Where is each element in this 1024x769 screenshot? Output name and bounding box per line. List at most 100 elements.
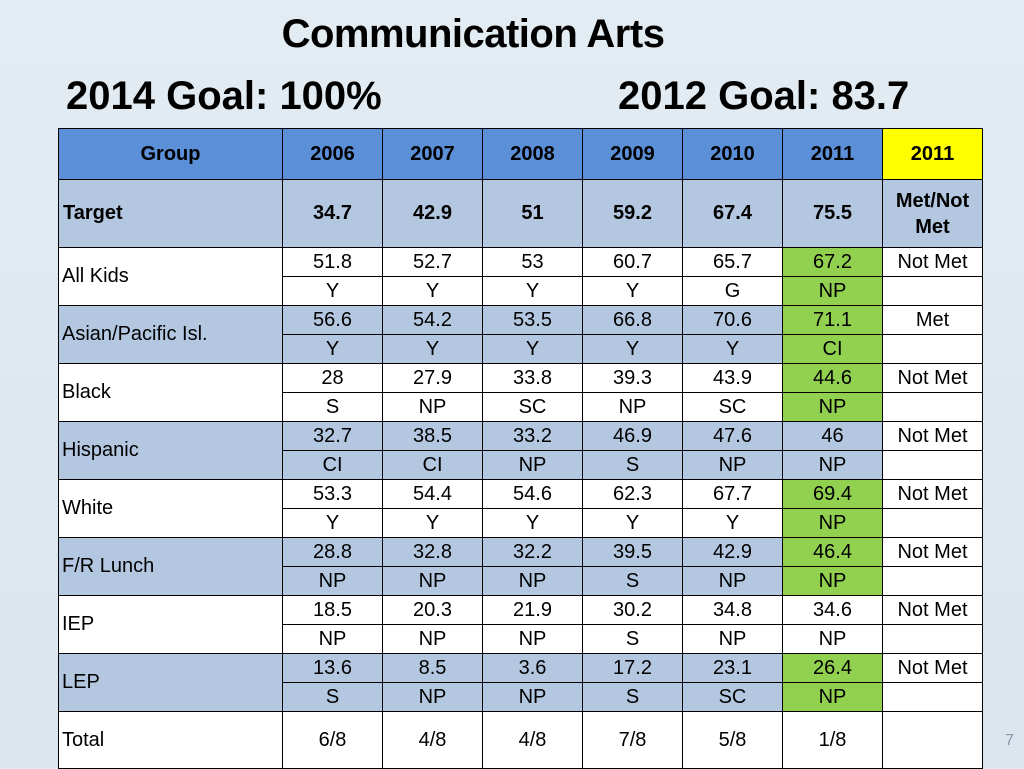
group-label: Hispanic xyxy=(58,421,283,480)
status-cell: Not Met xyxy=(882,595,983,625)
group-label: IEP xyxy=(58,595,283,654)
total-value: 1/8 xyxy=(782,711,883,769)
score-cell: 67.7 xyxy=(682,479,783,509)
score-cell: 20.3 xyxy=(382,595,483,625)
target-value: 42.9 xyxy=(382,179,483,248)
score-cell: 13.6 xyxy=(282,653,383,683)
header-row: Group 2006 2007 2008 2009 2010 2011 2011 xyxy=(58,128,983,180)
code-cell: Y xyxy=(582,334,683,364)
group-label: Asian/Pacific Isl. xyxy=(58,305,283,364)
score-cell: 65.7 xyxy=(682,247,783,277)
score-cell: 54.2 xyxy=(382,305,483,335)
code-cell: Y xyxy=(382,334,483,364)
group-label: Black xyxy=(58,363,283,422)
total-label: Total xyxy=(58,711,283,769)
score-cell: 70.6 xyxy=(682,305,783,335)
score-cell: 27.9 xyxy=(382,363,483,393)
code-cell: NP xyxy=(682,566,783,596)
code-cell: S xyxy=(582,624,683,654)
score-cell: 30.2 xyxy=(582,595,683,625)
score-cell: 26.4 xyxy=(782,653,883,683)
score-cell: 38.5 xyxy=(382,421,483,451)
code-cell: NP xyxy=(482,624,583,654)
score-cell: 34.6 xyxy=(782,595,883,625)
status-cell-empty xyxy=(882,392,983,422)
score-cell: 53.3 xyxy=(282,479,383,509)
total-value: 4/8 xyxy=(382,711,483,769)
code-cell: Y xyxy=(482,508,583,538)
score-cell: 28 xyxy=(282,363,383,393)
score-cell: 32.2 xyxy=(482,537,583,567)
code-cell: S xyxy=(582,566,683,596)
group-score-row: Hispanic 32.7 38.5 33.2 46.9 47.6 46 Not Met xyxy=(58,421,983,480)
score-cell: 66.8 xyxy=(582,305,683,335)
code-cell: NP xyxy=(582,392,683,422)
group-label: All Kids xyxy=(58,247,283,306)
score-cell: 56.6 xyxy=(282,305,383,335)
header-2011: 2011 xyxy=(782,128,883,180)
code-cell: Y xyxy=(382,276,483,306)
status-cell: Not Met xyxy=(882,653,983,683)
score-cell: 18.5 xyxy=(282,595,383,625)
total-row: Total 6/8 4/8 4/8 7/8 5/8 1/8 xyxy=(58,711,983,769)
score-cell: 62.3 xyxy=(582,479,683,509)
code-cell: NP xyxy=(782,624,883,654)
code-cell: S xyxy=(582,682,683,712)
total-value: 4/8 xyxy=(482,711,583,769)
score-cell: 32.7 xyxy=(282,421,383,451)
status-cell-empty xyxy=(882,566,983,596)
code-cell: S xyxy=(582,450,683,480)
score-cell: 69.4 xyxy=(782,479,883,509)
score-cell: 54.6 xyxy=(482,479,583,509)
code-cell: NP xyxy=(782,508,883,538)
group-score-row: IEP 18.5 20.3 21.9 30.2 34.8 34.6 Not Met xyxy=(58,595,983,654)
score-cell: 46 xyxy=(782,421,883,451)
code-cell: NP xyxy=(382,624,483,654)
status-cell-empty xyxy=(882,624,983,654)
code-cell: NP xyxy=(682,624,783,654)
status-cell: Met xyxy=(882,305,983,335)
code-cell: Y xyxy=(482,276,583,306)
code-cell: NP xyxy=(782,276,883,306)
score-cell: 67.2 xyxy=(782,247,883,277)
score-cell: 8.5 xyxy=(382,653,483,683)
total-status-empty xyxy=(882,711,983,769)
code-cell: CI xyxy=(782,334,883,364)
header-group: Group xyxy=(58,128,283,180)
code-cell: Y xyxy=(582,508,683,538)
code-cell: Y xyxy=(282,508,383,538)
score-cell: 71.1 xyxy=(782,305,883,335)
score-cell: 46.9 xyxy=(582,421,683,451)
group-code-row: S NP SC NP SC NP xyxy=(59,392,983,422)
goal-2014: 2014 Goal: 100% xyxy=(66,74,382,118)
target-row: Target 34.7 42.9 51 59.2 67.4 75.5 Met/N… xyxy=(58,179,983,248)
code-cell: NP xyxy=(782,566,883,596)
target-value: 34.7 xyxy=(282,179,383,248)
target-label: Target xyxy=(58,179,283,248)
score-cell: 42.9 xyxy=(682,537,783,567)
code-cell: Y xyxy=(582,276,683,306)
code-cell: NP xyxy=(382,392,483,422)
target-status: Met/Not Met xyxy=(882,179,983,248)
header-2011-status: 2011 xyxy=(882,128,983,180)
status-cell: Not Met xyxy=(882,537,983,567)
group-label: LEP xyxy=(58,653,283,712)
score-cell: 53 xyxy=(482,247,583,277)
score-cell: 3.6 xyxy=(482,653,583,683)
code-cell: S xyxy=(282,392,383,422)
status-cell-empty xyxy=(882,508,983,538)
total-value: 5/8 xyxy=(682,711,783,769)
code-cell: NP xyxy=(482,566,583,596)
code-cell: Y xyxy=(382,508,483,538)
score-cell: 17.2 xyxy=(582,653,683,683)
code-cell: SC xyxy=(482,392,583,422)
target-value: 51 xyxy=(482,179,583,248)
code-cell: Y xyxy=(282,276,383,306)
code-cell: NP xyxy=(282,566,383,596)
group-code-row: Y Y Y Y G NP xyxy=(59,276,983,306)
code-cell: NP xyxy=(782,450,883,480)
header-2007: 2007 xyxy=(382,128,483,180)
score-cell: 44.6 xyxy=(782,363,883,393)
score-cell: 60.7 xyxy=(582,247,683,277)
target-value: 59.2 xyxy=(582,179,683,248)
